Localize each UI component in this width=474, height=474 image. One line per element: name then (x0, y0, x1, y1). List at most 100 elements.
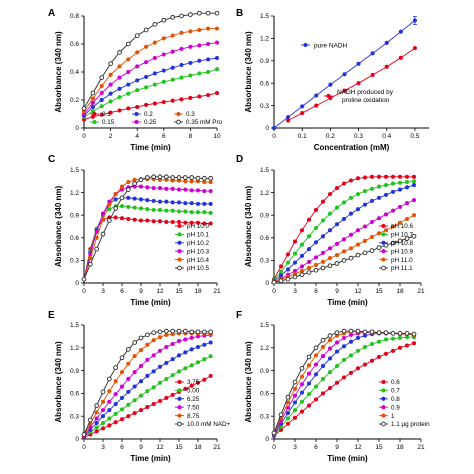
y-tick-label: 1.2 (260, 190, 269, 197)
data-point (292, 393, 298, 398)
data-point (313, 267, 319, 273)
legend-marker (177, 405, 182, 410)
data-point (161, 36, 166, 41)
data-point (108, 61, 113, 66)
data-point (197, 71, 202, 76)
legend-marker (134, 111, 139, 117)
legend-label: pH 10.3 (187, 248, 210, 255)
y-tick-label: 0.3 (260, 103, 269, 110)
data-point (341, 375, 347, 380)
data-point (195, 175, 201, 181)
legend-label: 0.9 (391, 404, 400, 411)
data-point (292, 239, 298, 244)
data-point (117, 75, 122, 80)
y-tick-label: 0 (265, 436, 269, 443)
y-tick-label: 0 (265, 280, 269, 287)
data-point (157, 335, 163, 340)
data-point (164, 219, 169, 225)
data-point (151, 198, 156, 203)
data-point (356, 81, 361, 86)
data-point (108, 82, 113, 87)
data-point (299, 409, 305, 414)
data-point (313, 372, 319, 377)
legend-marker (92, 111, 97, 117)
data-point (94, 410, 99, 415)
data-point (355, 242, 361, 247)
x-tick-label: 9 (139, 444, 143, 451)
panel-label: E (48, 310, 55, 321)
data-point (299, 268, 305, 274)
y-tick-label: 1.5 (260, 322, 269, 329)
data-point (299, 228, 305, 233)
data-point (355, 176, 361, 181)
data-point (398, 29, 403, 34)
data-point (334, 330, 340, 335)
data-point (117, 64, 122, 69)
legend-entry: pH 10.5 (175, 265, 210, 272)
data-point (176, 200, 182, 205)
data-point (100, 216, 106, 222)
legend-marker (177, 240, 182, 245)
data-point (348, 339, 354, 344)
data-point (278, 264, 284, 269)
data-point (313, 353, 319, 358)
data-point (292, 408, 298, 413)
data-point (202, 357, 207, 362)
data-point (197, 43, 202, 48)
data-point (135, 88, 140, 93)
legend-label: 0.1 (102, 111, 111, 118)
data-point (138, 379, 144, 384)
legend-label: proline oxidation (342, 97, 390, 104)
data-point (117, 95, 122, 100)
legend-entry: pH 10.9 (379, 248, 414, 255)
y-tick-label: 1.2 (70, 345, 79, 352)
legend-entry: pH 10.4 (175, 257, 210, 264)
x-tick-label: 6 (314, 444, 318, 451)
data-point (292, 379, 298, 385)
data-point (151, 207, 156, 213)
x-tick-label: 0.5 (410, 133, 419, 140)
legend-label: pH 10.4 (187, 257, 210, 264)
data-point (145, 207, 150, 212)
data-point (313, 362, 319, 367)
data-point (157, 398, 163, 404)
data-point (411, 174, 417, 179)
data-point (348, 178, 354, 183)
data-point (135, 64, 140, 69)
data-point (299, 365, 305, 371)
x-tick-label: 15 (175, 444, 183, 451)
data-point (362, 250, 368, 256)
data-point (179, 75, 184, 80)
legend-entry: 0.3 (174, 111, 195, 118)
data-point (179, 97, 184, 102)
data-point (197, 94, 202, 99)
y-axis-label: Absorbance (340 nm) (244, 185, 253, 267)
data-point (362, 344, 368, 350)
data-point (113, 206, 119, 211)
data-point (327, 228, 333, 233)
legend-entry: pH 10.8 (379, 240, 414, 247)
series-line (83, 12, 217, 109)
data-point (182, 175, 188, 180)
data-point (94, 235, 99, 240)
data-point (170, 357, 175, 362)
series-line (83, 68, 218, 118)
data-point (189, 347, 194, 352)
data-point (214, 55, 220, 61)
data-point (99, 83, 104, 89)
data-point (313, 255, 319, 260)
data-point (411, 179, 417, 184)
data-point (100, 408, 106, 413)
data-point (100, 399, 106, 404)
y-tick-label: 0.6 (260, 391, 269, 398)
legend-entry: pH 10.6 (379, 223, 414, 230)
data-point (138, 393, 144, 398)
data-point (208, 201, 213, 206)
data-point (117, 86, 122, 91)
legend-label: pH 10.1 (187, 232, 210, 239)
data-point (170, 15, 176, 20)
legend-label: 0.15 (102, 119, 115, 126)
data-point (170, 341, 175, 347)
data-point (87, 261, 93, 267)
data-point (390, 174, 396, 179)
